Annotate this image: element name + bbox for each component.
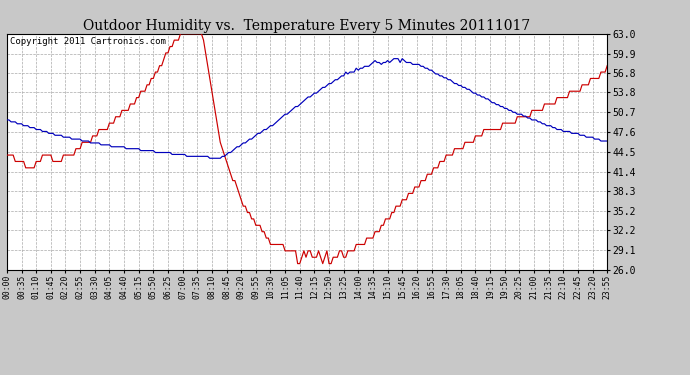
Title: Outdoor Humidity vs.  Temperature Every 5 Minutes 20111017: Outdoor Humidity vs. Temperature Every 5…	[83, 19, 531, 33]
Text: Copyright 2011 Cartronics.com: Copyright 2011 Cartronics.com	[10, 37, 166, 46]
